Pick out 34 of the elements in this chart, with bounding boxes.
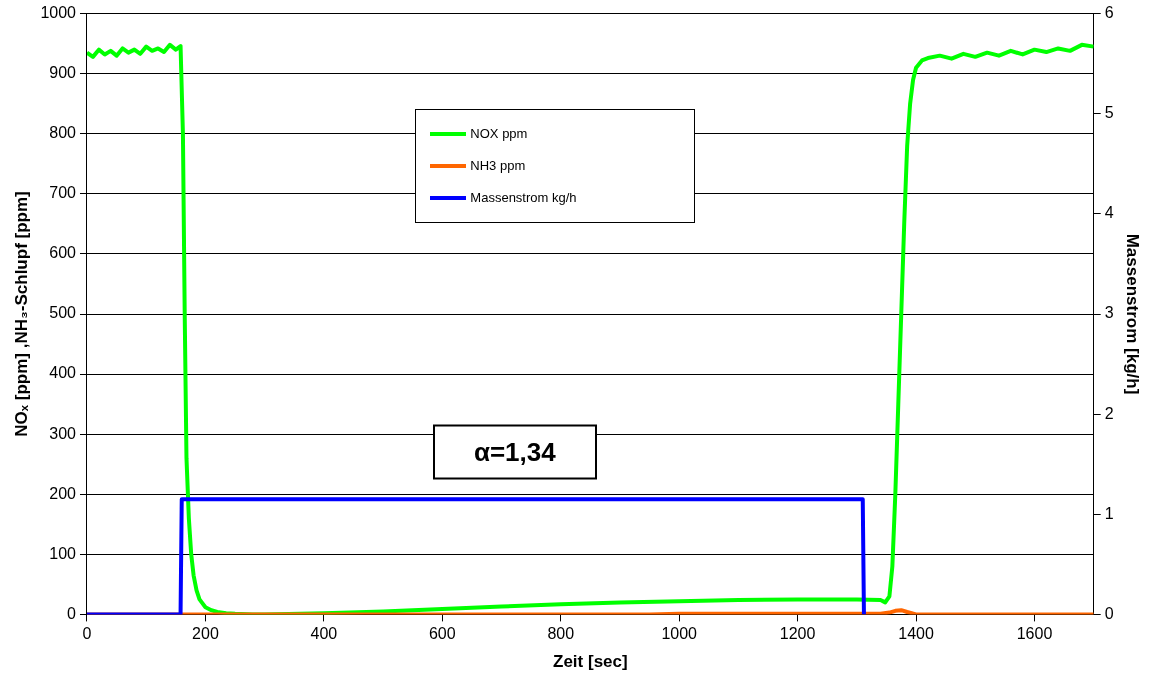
y-tick-label: 600 [49, 244, 77, 262]
y2-tick-label: 5 [1104, 104, 1114, 122]
x-tick-label: 1200 [779, 625, 816, 643]
legend-label: NOX ppm [470, 126, 528, 142]
y-tick-label: 700 [49, 184, 77, 202]
y2-tick-label: 3 [1104, 304, 1114, 322]
y2-tick-label: 6 [1104, 4, 1114, 22]
x-axis-title: Zeit [sec] [553, 652, 628, 672]
x-tick-label: 1600 [1016, 625, 1053, 643]
y-tick-label: 0 [67, 604, 77, 622]
x-tick-label: 1000 [661, 625, 698, 643]
y-tick-label: 800 [49, 124, 77, 142]
x-tick-label: 600 [428, 625, 456, 643]
y2-tick-label: 1 [1104, 504, 1114, 522]
y2-tick-label: 4 [1104, 204, 1114, 222]
y-axis-title: NOₓ [ppm] ,NH₃-Schlupf [ppm] [11, 191, 31, 437]
y-tick-label: 500 [49, 304, 77, 322]
y2-tick-label: 2 [1104, 404, 1114, 422]
y-tick-label: 300 [49, 424, 77, 442]
y-tick-label: 900 [49, 64, 77, 82]
y-tick-label: 200 [49, 484, 77, 502]
y-tick-label: 400 [49, 364, 77, 382]
y-tick-label: 100 [49, 544, 77, 562]
x-tick-label: 0 [82, 625, 92, 643]
legend-label: Massenstrom kg/h [470, 190, 577, 206]
y-tick-label: 1000 [40, 4, 77, 22]
x-tick-label: 400 [310, 625, 338, 643]
y2-axis-title: Massenstrom [kg/h] [1123, 233, 1143, 395]
x-tick-label: 200 [192, 625, 219, 643]
annotation: α=1,34 [432, 424, 597, 480]
legend-label: NH3 ppm [470, 158, 526, 174]
x-tick-label: 800 [547, 625, 575, 643]
x-tick-label: 1400 [898, 625, 934, 643]
y2-tick-label: 0 [1104, 604, 1114, 622]
